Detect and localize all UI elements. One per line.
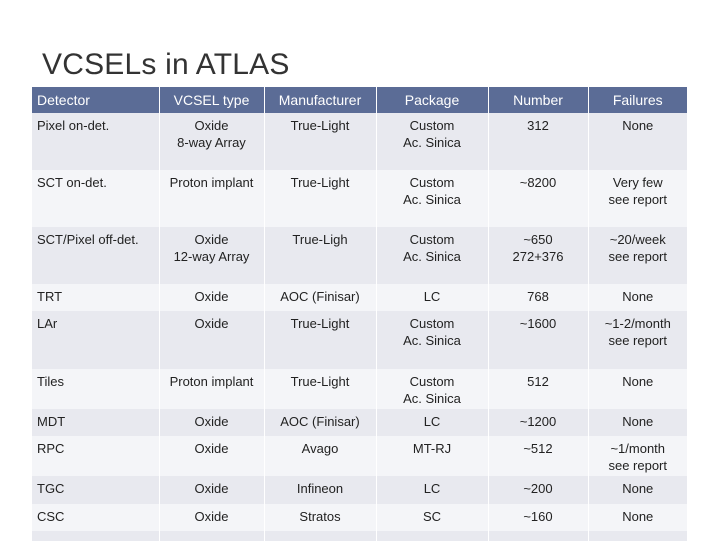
table-row: CSC Oxide Stratos SC ~160 None [32, 504, 687, 531]
cell-number: ~512 [488, 436, 589, 476]
cell-failures: None [588, 113, 687, 170]
slide-title: VCSELs in ATLAS [42, 48, 290, 81]
cell-empty [159, 531, 265, 541]
cell-number: 312 [488, 113, 589, 170]
cell-failures: None [588, 369, 687, 409]
cell-failures: ~1-2/month see report [588, 311, 687, 369]
cell-package: Custom Ac. Sinica [376, 170, 489, 227]
table-row: RPC Oxide Avago MT-RJ ~512 ~1/month see … [32, 436, 687, 476]
cell-detector: LAr [32, 311, 160, 369]
table-row: Tiles Proton implant True-Light Custom A… [32, 369, 687, 409]
cell-failures: None [588, 476, 687, 504]
cell-manufacturer: Infineon [264, 476, 377, 504]
cell-detector: MDT [32, 409, 160, 436]
cell-package: LC [376, 284, 489, 311]
cell-package: Custom Ac. Sinica [376, 227, 489, 284]
cell-number: ~1200 [488, 409, 589, 436]
table-row: LAr Oxide True-Light Custom Ac. Sinica ~… [32, 311, 687, 369]
cell-failures: ~20/week see report [588, 227, 687, 284]
cell-empty [488, 531, 589, 541]
cell-empty [376, 531, 489, 541]
cell-vcsel-type: Proton implant [159, 170, 265, 227]
cell-package: LC [376, 409, 489, 436]
cell-manufacturer: AOC (Finisar) [264, 284, 377, 311]
cell-manufacturer: True-Ligh [264, 227, 377, 284]
table-row: SCT/Pixel off-det. Oxide 12-way Array Tr… [32, 227, 687, 284]
cell-number: ~200 [488, 476, 589, 504]
cell-vcsel-type: Oxide [159, 311, 265, 369]
cell-package: SC [376, 504, 489, 531]
cell-number: 768 [488, 284, 589, 311]
table-row: SCT on-det. Proton implant True-Light Cu… [32, 170, 687, 227]
cell-number: ~160 [488, 504, 589, 531]
cell-failures: Very few see report [588, 170, 687, 227]
cell-manufacturer: True-Light [264, 113, 377, 170]
cell-detector: SCT on-det. [32, 170, 160, 227]
table-row: TGC Oxide Infineon LC ~200 None [32, 476, 687, 504]
cell-manufacturer: True-Light [264, 311, 377, 369]
table-row: TRT Oxide AOC (Finisar) LC 768 None [32, 284, 687, 311]
cell-failures: None [588, 409, 687, 436]
table-header-row: Detector VCSEL type Manufacturer Package… [32, 87, 687, 113]
cell-package: Custom Ac. Sinica [376, 369, 489, 409]
header-package: Package [376, 87, 489, 113]
cell-vcsel-type: Oxide [159, 504, 265, 531]
table-row-empty [32, 531, 687, 541]
cell-vcsel-type: Oxide [159, 436, 265, 476]
table-row: Pixel on-det. Oxide 8-way Array True-Lig… [32, 113, 687, 170]
cell-number: 512 [488, 369, 589, 409]
cell-vcsel-type: Oxide [159, 476, 265, 504]
cell-number: ~650 272+376 [488, 227, 589, 284]
table-row: MDT Oxide AOC (Finisar) LC ~1200 None [32, 409, 687, 436]
cell-package: MT-RJ [376, 436, 489, 476]
cell-manufacturer: True-Light [264, 170, 377, 227]
header-number: Number [488, 87, 589, 113]
cell-vcsel-type: Oxide [159, 409, 265, 436]
cell-failures: None [588, 284, 687, 311]
cell-empty [32, 531, 160, 541]
cell-failures: None [588, 504, 687, 531]
header-detector: Detector [32, 87, 160, 113]
cell-vcsel-type: Proton implant [159, 369, 265, 409]
cell-vcsel-type: Oxide 8-way Array [159, 113, 265, 170]
cell-detector: RPC [32, 436, 160, 476]
header-vcsel-type: VCSEL type [159, 87, 265, 113]
cell-empty [588, 531, 687, 541]
cell-empty [264, 531, 377, 541]
cell-detector: SCT/Pixel off-det. [32, 227, 160, 284]
cell-manufacturer: True-Light [264, 369, 377, 409]
cell-number: ~8200 [488, 170, 589, 227]
cell-number: ~1600 [488, 311, 589, 369]
cell-detector: Tiles [32, 369, 160, 409]
cell-vcsel-type: Oxide [159, 284, 265, 311]
cell-manufacturer: Avago [264, 436, 377, 476]
cell-package: LC [376, 476, 489, 504]
cell-failures: ~1/month see report [588, 436, 687, 476]
cell-package: Custom Ac. Sinica [376, 113, 489, 170]
cell-package: Custom Ac. Sinica [376, 311, 489, 369]
cell-detector: CSC [32, 504, 160, 531]
cell-detector: Pixel on-det. [32, 113, 160, 170]
cell-detector: TGC [32, 476, 160, 504]
cell-detector: TRT [32, 284, 160, 311]
vcsel-table: Detector VCSEL type Manufacturer Package… [32, 87, 687, 541]
header-manufacturer: Manufacturer [264, 87, 377, 113]
cell-vcsel-type: Oxide 12-way Array [159, 227, 265, 284]
header-failures: Failures [588, 87, 687, 113]
cell-manufacturer: Stratos [264, 504, 377, 531]
cell-manufacturer: AOC (Finisar) [264, 409, 377, 436]
